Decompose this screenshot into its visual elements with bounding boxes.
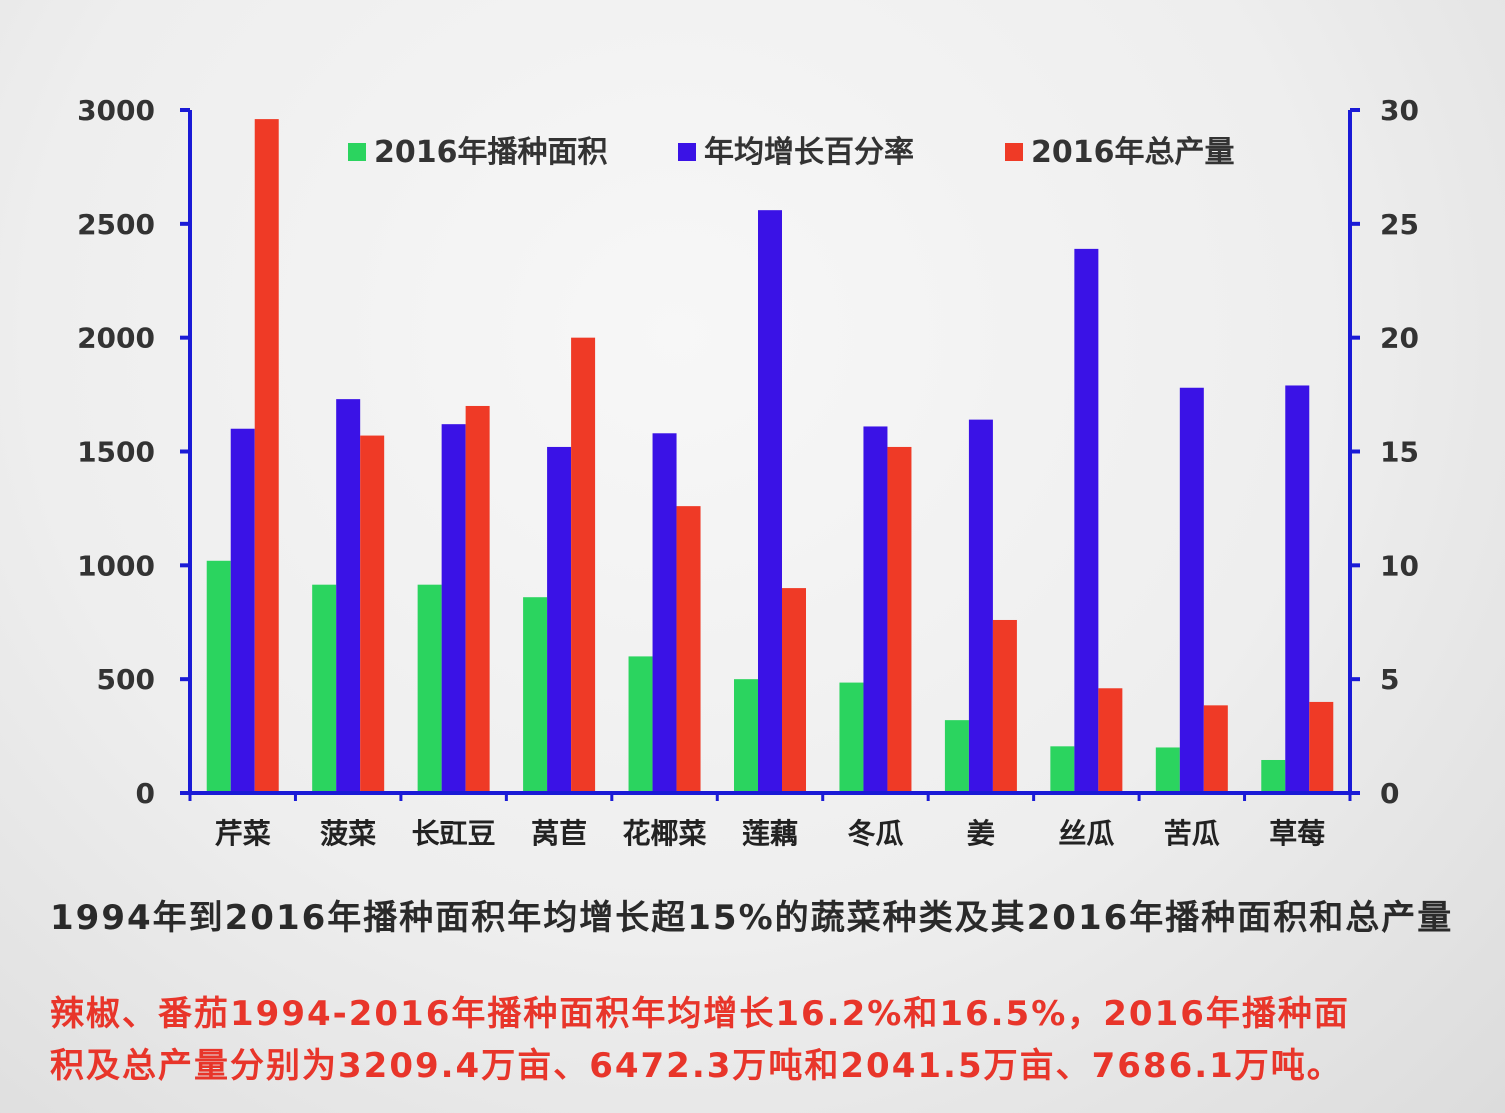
bar-1-4 (523, 597, 548, 793)
bar-2-9 (1074, 248, 1099, 794)
note-line-2: 积及总产量分别为3209.4万亩、6472.3万吨和2041.5万亩、7686.… (50, 1046, 1343, 1086)
bar-3-1 (254, 119, 279, 793)
x-tick-label-6: 莲藕 (742, 817, 798, 850)
x-tick-label-4: 莴苣 (531, 817, 587, 850)
y-right-tick-label-2: 5 (1380, 663, 1399, 696)
legend-swatch-2 (678, 143, 696, 161)
legend-swatch-3 (1005, 143, 1023, 161)
bar-2-5 (652, 433, 677, 793)
note-text: 辣椒、番茄1994-2016年播种面积年均增长16.2%和16.5%，2016年… (50, 988, 1450, 1092)
bars-layer (206, 119, 1334, 794)
y-left-tick-label-2: 500 (97, 663, 155, 696)
note-line-1: 辣椒、番茄1994-2016年播种面积年均增长16.2%和16.5%，2016年… (50, 994, 1350, 1034)
bar-1-5 (628, 656, 653, 793)
y-left-tick-label-5: 2000 (77, 322, 155, 355)
x-tick-label-3: 长豇豆 (412, 817, 496, 850)
bar-1-6 (734, 679, 758, 793)
y-left-tick-label-7: 3000 (77, 94, 155, 127)
bar-2-11 (1285, 385, 1310, 793)
legend-label-2: 年均增长百分率 (704, 135, 914, 170)
chart: 芹菜 菠菜 长豇豆 莴苣 花椰菜 莲藕 冬瓜 姜 丝瓜 苦瓜 草莓 0 500 1000 1500 2000 2… (77, 94, 1419, 850)
y-left-tick-label-1: 0 (136, 777, 155, 810)
chart-caption: 1994年到2016年播种面积年均增长超15%的蔬菜种类及其2016年播种面积和… (50, 898, 1454, 938)
x-tick-label-2: 菠菜 (320, 817, 376, 850)
legend-label-1: 2016年播种面积 (374, 135, 608, 170)
bar-3-11 (1309, 701, 1334, 793)
axes-layer: 芹菜 菠菜 长豇豆 莴苣 花椰菜 莲藕 冬瓜 姜 丝瓜 苦瓜 草莓 0 500 1000 1500 2000 2… (77, 94, 1419, 850)
bar-1-3 (417, 584, 442, 793)
y-right-tick-label-6: 25 (1380, 208, 1419, 241)
y-right-tick-label-1: 0 (1380, 777, 1399, 810)
bar-3-7 (887, 446, 912, 793)
x-tick-label-11: 草莓 (1269, 817, 1325, 850)
bar-3-2 (360, 435, 385, 793)
bar-1-2 (312, 584, 337, 793)
x-tick-label-9: 丝瓜 (1058, 817, 1114, 850)
bar-2-10 (1179, 387, 1204, 793)
y-left-tick-label-3: 1000 (77, 549, 155, 582)
bar-3-10 (1203, 705, 1228, 793)
legend-label-3: 2016年总产量 (1031, 135, 1235, 170)
y-right-tick-label-4: 15 (1380, 436, 1419, 469)
x-tick-label-5: 花椰菜 (623, 817, 707, 850)
bar-3-6 (782, 588, 806, 793)
y-right-tick-label-3: 10 (1380, 549, 1419, 582)
bar-2-8 (968, 419, 993, 793)
x-tick-label-7: 冬瓜 (847, 817, 903, 850)
legend: 2016年播种面积 年均增长百分率 2016年总产量 (348, 135, 1235, 170)
x-tick-label-1: 芹菜 (215, 817, 271, 850)
bar-2-6 (758, 210, 782, 793)
legend-swatch-1 (348, 143, 366, 161)
bar-3-5 (676, 506, 701, 793)
bar-3-9 (1098, 688, 1123, 793)
y-right-tick-label-7: 30 (1380, 94, 1419, 127)
y-left-tick-label-6: 2500 (77, 208, 155, 241)
bar-2-7 (863, 426, 888, 793)
bar-1-7 (839, 682, 864, 793)
bar-1-8 (944, 720, 969, 793)
y-left-tick-label-4: 1500 (77, 436, 155, 469)
x-tick-label-10: 苦瓜 (1164, 817, 1220, 850)
bar-2-2 (336, 399, 361, 793)
bar-2-3 (441, 424, 466, 793)
bar-1-9 (1050, 746, 1075, 793)
bar-3-8 (992, 619, 1017, 793)
bar-2-1 (230, 428, 255, 793)
bar-1-1 (206, 560, 231, 793)
bar-1-10 (1155, 747, 1180, 793)
bar-2-4 (547, 446, 572, 793)
bar-3-3 (465, 405, 490, 793)
y-right-tick-label-5: 20 (1380, 322, 1419, 355)
bar-3-4 (571, 337, 596, 793)
x-tick-label-8: 姜 (967, 817, 995, 850)
bar-1-11 (1261, 759, 1286, 793)
